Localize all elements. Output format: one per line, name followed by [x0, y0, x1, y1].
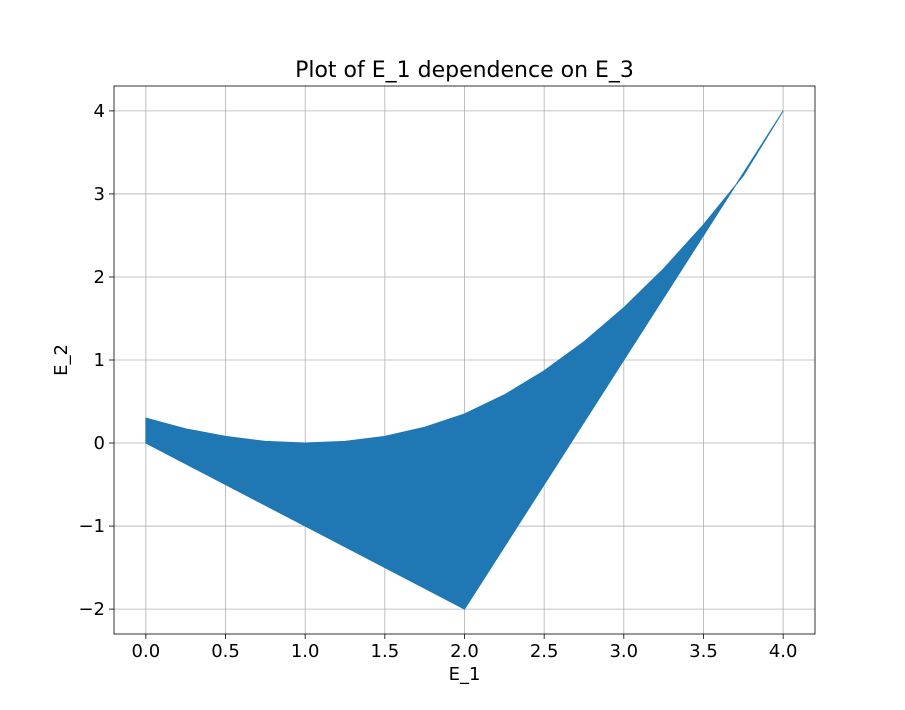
x-tick-label: 2.5 — [530, 641, 559, 662]
x-axis-ticks: 0.0 0.5 1.0 1.5 2.0 2.5 3.0 3.5 4.0 — [132, 634, 798, 662]
x-tick-label: 3.5 — [689, 641, 718, 662]
y-tick-label: 4 — [94, 101, 105, 122]
y-axis-label: E_2 — [51, 344, 72, 376]
y-tick-label: 3 — [94, 184, 105, 205]
y-tick-label: 2 — [94, 267, 105, 288]
x-tick-label: 3.0 — [609, 641, 638, 662]
y-tick-label: −1 — [78, 516, 105, 537]
plot-area — [145, 110, 784, 610]
chart-title: Plot of E_1 dependence on E_3 — [295, 58, 634, 83]
y-axis-ticks: −2 −1 0 1 2 3 4 — [78, 101, 114, 620]
x-tick-label: 0.0 — [132, 641, 161, 662]
y-tick-label: 0 — [94, 433, 105, 454]
x-tick-label: 1.5 — [371, 641, 400, 662]
x-tick-label: 1.0 — [291, 641, 320, 662]
x-axis-label: E_1 — [449, 664, 481, 685]
filled-region — [145, 110, 784, 610]
x-tick-label: 0.5 — [211, 641, 240, 662]
x-tick-label: 2.0 — [450, 641, 479, 662]
y-tick-label: −2 — [78, 599, 105, 620]
y-tick-label: 1 — [94, 350, 105, 371]
x-tick-label: 4.0 — [769, 641, 798, 662]
